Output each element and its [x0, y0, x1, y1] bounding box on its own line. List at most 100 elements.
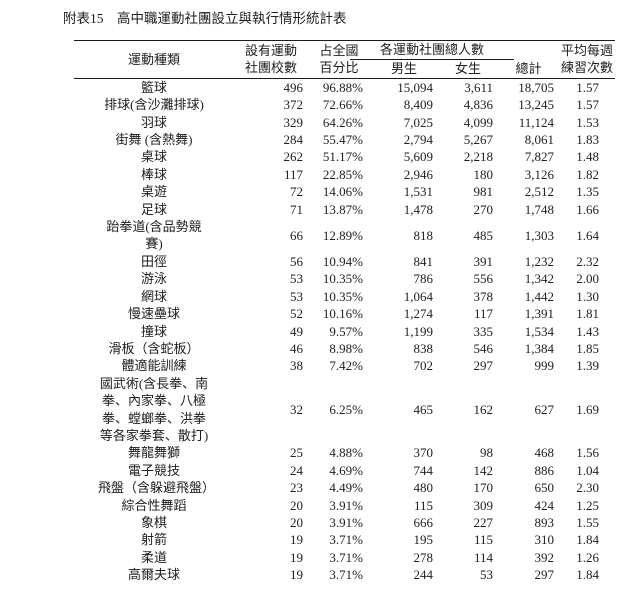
schools-count-cell: 20	[290, 497, 303, 513]
female-count-cell: 170	[473, 480, 494, 496]
sport-name-cell: 飛盤（含躲避飛盤）	[74, 479, 234, 496]
sport-name-text: 飛盤（含躲避飛盤）	[98, 480, 216, 496]
weekly-practice-cell: 1.57	[576, 97, 600, 113]
total-count-cell: 1,748	[524, 201, 555, 217]
table-row: 慢速壘球 52 10.16% 1,274 117 1,391 1.81	[74, 305, 615, 322]
table-row: 滑板（含蛇板） 46 8.98% 838 546 1,384 1.85	[74, 340, 615, 357]
national-percent-cell: 55.47%	[322, 132, 363, 148]
weekly-practice-cell: 1.35	[576, 184, 600, 200]
header-schools-count: 設有運動 社團校數	[234, 40, 308, 79]
total-count-cell: 1,534	[524, 323, 555, 339]
sport-name-text: 棒球	[140, 166, 167, 182]
schools-count-cell: 284	[283, 132, 304, 148]
male-count-cell: 786	[413, 271, 434, 287]
national-percent-cell: 3.71%	[329, 567, 363, 583]
female-count-cell: 3,611	[438, 77, 498, 97]
page-title: 附表15 高中職運動社團設立與執行情形統計表	[63, 11, 347, 26]
header-row-sub: 男生 女生 總計	[74, 60, 615, 78]
header-members-total-label: 各運動社團總人數	[350, 41, 515, 61]
female-count-cell: 378	[473, 288, 494, 304]
sport-name-text: 電子競技	[127, 462, 180, 478]
sport-name-cell: 象棋	[74, 514, 234, 531]
national-percent-cell: 4.69%	[329, 462, 363, 478]
male-count-cell: 1,199	[403, 323, 433, 339]
schools-count-cell: 329	[283, 114, 304, 130]
total-count-cell: 18,705	[498, 77, 560, 97]
sport-name-text: 跆拳道(含品勢競賽)	[106, 219, 202, 252]
male-count-cell: 115	[413, 497, 433, 513]
total-count-cell: 1,232	[524, 253, 555, 269]
total-count-cell: 3,126	[524, 166, 555, 182]
male-count-cell: 818	[413, 227, 434, 243]
sport-name-cell: 綜合性舞蹈	[74, 497, 234, 514]
header-sport-type: 運動種類	[74, 40, 234, 79]
sport-name-text: 網球	[140, 288, 167, 304]
weekly-practice-cell: 1.39	[576, 358, 600, 374]
weekly-practice-cell: 2.32	[576, 253, 600, 269]
table-row: 羽球 329 64.26% 7,025 4,099 11,124 1.53	[74, 114, 615, 131]
national-percent-cell: 3.71%	[329, 532, 363, 548]
national-percent-cell: 12.89%	[322, 227, 363, 243]
male-count-cell: 1,531	[403, 184, 433, 200]
male-count-cell: 195	[413, 532, 434, 548]
national-percent-cell: 96.88%	[308, 77, 370, 97]
header-avg-weekly-practice: 平均每週 練習次數	[559, 40, 616, 79]
female-count-cell: 2,218	[463, 149, 493, 165]
weekly-practice-cell: 1.84	[576, 532, 600, 548]
national-percent-cell: 10.16%	[322, 306, 363, 322]
header-male: 男生	[390, 61, 417, 77]
male-count-cell: 15,094	[370, 77, 438, 97]
sport-name-cell: 羽球	[74, 114, 234, 131]
weekly-practice-cell: 1.85	[576, 340, 600, 356]
sports-club-statistics-table: 運動種類 設有運動 社團校數 占全國 百分比 各運動社團總人數 平均每週 練習次…	[74, 40, 616, 584]
schools-count-cell: 71	[290, 201, 303, 217]
male-count-cell: 2,794	[403, 132, 433, 148]
sport-name-text: 游泳	[140, 271, 167, 287]
sport-name-cell: 桌遊	[74, 183, 234, 200]
sport-name-text: 撞球	[140, 323, 167, 339]
schools-count-cell: 496	[234, 77, 308, 97]
table-body: 籃球 496 96.88% 15,094 3,611 18,705 1.57 排球(含沙灘排球…	[74, 77, 616, 583]
female-count-cell: 227	[473, 514, 494, 530]
weekly-practice-cell: 1.83	[576, 132, 600, 148]
sport-name-cell: 慢速壘球	[74, 305, 234, 322]
female-count-cell: 981	[473, 184, 494, 200]
table-row: 象棋 20 3.91% 666 227 893 1.55	[74, 514, 615, 531]
weekly-practice-cell: 1.53	[576, 114, 600, 130]
weekly-practice-cell: 1.57	[559, 77, 616, 97]
male-count-cell: 370	[413, 445, 434, 461]
schools-count-cell: 19	[290, 567, 303, 583]
female-count-cell: 335	[473, 323, 494, 339]
table-row: 柔道 19 3.71% 278 114 392 1.26	[74, 549, 615, 566]
sport-name-text: 柔道	[140, 549, 167, 565]
female-count-cell: 115	[473, 532, 493, 548]
schools-count-cell: 66	[290, 227, 303, 243]
schools-count-cell: 19	[290, 532, 303, 548]
table-row: 籃球 496 96.88% 15,094 3,611 18,705 1.57	[74, 77, 616, 97]
table-row: 棒球 117 22.85% 2,946 180 3,126 1.82	[74, 166, 615, 183]
weekly-practice-cell: 1.56	[576, 445, 600, 461]
male-count-cell: 1,478	[403, 201, 433, 217]
schools-count-cell: 38	[290, 358, 303, 374]
table-row: 足球 71 13.87% 1,478 270 1,748 1.66	[74, 201, 615, 218]
male-count-cell: 838	[413, 340, 434, 356]
sport-name-cell: 街舞 (含熱舞)	[74, 131, 234, 148]
weekly-practice-cell: 2.30	[576, 480, 600, 496]
sport-name-text: 羽球	[140, 114, 167, 130]
table-row: 高爾夫球 19 3.71% 244 53 297 1.84	[74, 566, 615, 583]
weekly-practice-cell: 1.25	[576, 497, 600, 513]
schools-count-cell: 32	[290, 401, 303, 417]
weekly-practice-cell: 1.64	[576, 227, 600, 243]
table-row: 田徑 56 10.94% 841 391 1,232 2.32	[74, 253, 615, 270]
national-percent-cell: 10.94%	[322, 253, 363, 269]
table-row: 電子競技 24 4.69% 744 142 886 1.04	[74, 462, 615, 479]
female-count-cell: 53	[480, 567, 493, 583]
schools-count-cell: 262	[283, 149, 304, 165]
sport-name-cell: 桌球	[74, 148, 234, 165]
weekly-practice-cell: 1.82	[576, 166, 600, 182]
male-count-cell: 2,946	[403, 166, 433, 182]
sport-name-cell: 體適能訓練	[74, 357, 234, 374]
weekly-practice-cell: 1.66	[576, 201, 600, 217]
sport-name-text: 象棋	[140, 514, 167, 530]
